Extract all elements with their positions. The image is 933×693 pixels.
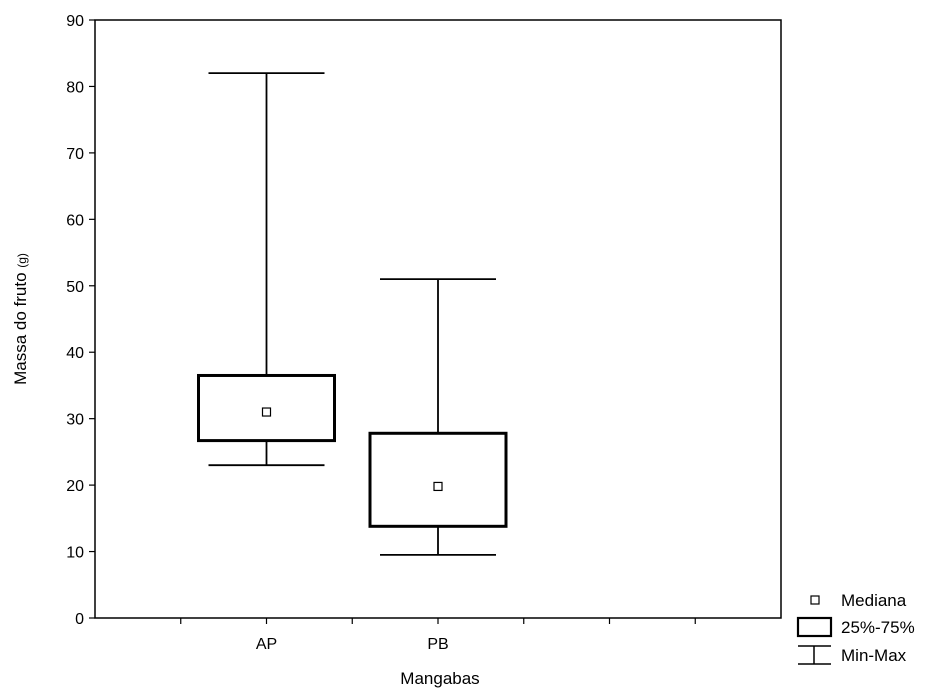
y-tick-label: 10 — [66, 545, 84, 562]
median-marker-ap — [261, 407, 272, 417]
y-tick-label: 0 — [75, 611, 84, 628]
x-axis: AP PB — [180, 618, 696, 653]
y-axis-title: Massa do fruto (g) — [11, 253, 30, 385]
x-axis-title: Mangabas — [400, 669, 479, 688]
legend-label-whisker: Min-Max — [841, 646, 907, 665]
y-tick-label: 40 — [66, 345, 84, 362]
y-tick-label: 30 — [66, 412, 84, 429]
x-tick-label-ap: AP — [256, 636, 277, 653]
y-tick-label: 60 — [66, 212, 84, 229]
y-axis-title-text: Massa do fruto — [11, 272, 30, 384]
y-tick-label: 90 — [66, 13, 84, 30]
box-series — [197, 72, 508, 556]
box-ap — [197, 72, 336, 467]
box-pb — [368, 278, 508, 556]
median-marker-pb — [433, 481, 443, 492]
x-tick-label-pb: PB — [427, 636, 448, 653]
legend-label-box: 25%-75% — [841, 618, 915, 637]
y-tick-label: 70 — [66, 146, 84, 163]
y-tick-label: 80 — [66, 79, 84, 96]
y-tick-label: 50 — [66, 279, 84, 296]
legend-median-icon — [810, 595, 820, 605]
y-axis: 0 10 20 30 40 50 60 70 80 90 — [66, 13, 95, 628]
y-tick-label: 20 — [66, 478, 84, 495]
legend-label-median-square: Mediana — [841, 591, 907, 610]
y-axis-title-unit: (g) — [15, 253, 29, 268]
iqr-box-pb — [368, 431, 508, 528]
legend-box-icon — [796, 616, 833, 638]
legend: Mediana 25%-75% Min-Max — [796, 591, 915, 665]
